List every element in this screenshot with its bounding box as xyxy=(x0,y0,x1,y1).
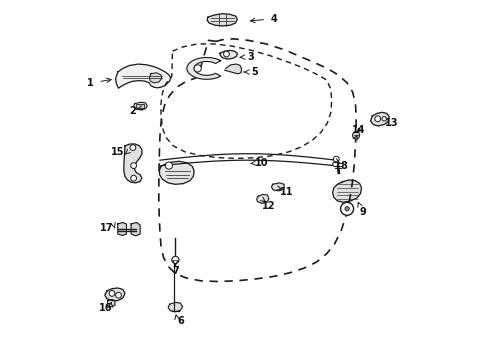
Polygon shape xyxy=(133,102,147,110)
Circle shape xyxy=(332,162,337,167)
Text: 6: 6 xyxy=(177,316,183,326)
Polygon shape xyxy=(149,73,162,83)
Polygon shape xyxy=(370,112,388,126)
Polygon shape xyxy=(118,222,126,235)
Text: 2: 2 xyxy=(128,106,135,116)
Polygon shape xyxy=(107,300,115,307)
Polygon shape xyxy=(220,50,237,59)
Text: 17: 17 xyxy=(100,222,114,233)
Polygon shape xyxy=(104,288,125,301)
Text: 13: 13 xyxy=(384,118,397,128)
Text: 16: 16 xyxy=(99,303,112,313)
Circle shape xyxy=(333,156,339,162)
Circle shape xyxy=(352,132,359,139)
Text: 10: 10 xyxy=(255,158,268,168)
Circle shape xyxy=(223,51,229,57)
Circle shape xyxy=(344,207,348,211)
Polygon shape xyxy=(159,161,194,184)
Text: 15: 15 xyxy=(111,147,124,157)
Text: 12: 12 xyxy=(262,201,275,211)
Circle shape xyxy=(381,117,386,121)
Circle shape xyxy=(130,175,136,181)
Polygon shape xyxy=(168,302,182,312)
Text: 8: 8 xyxy=(339,161,346,171)
Text: 1: 1 xyxy=(87,78,94,88)
Circle shape xyxy=(340,202,353,215)
Text: 9: 9 xyxy=(359,207,366,217)
Polygon shape xyxy=(256,194,268,203)
Text: 4: 4 xyxy=(270,14,277,24)
Text: 7: 7 xyxy=(172,266,179,276)
Circle shape xyxy=(109,291,115,296)
Circle shape xyxy=(115,292,121,298)
Text: 11: 11 xyxy=(280,186,293,197)
Circle shape xyxy=(194,65,201,72)
Polygon shape xyxy=(332,180,361,202)
Bar xyxy=(136,104,143,108)
Circle shape xyxy=(374,116,380,122)
Circle shape xyxy=(165,162,172,169)
Polygon shape xyxy=(186,58,220,79)
Circle shape xyxy=(130,145,136,150)
Polygon shape xyxy=(224,64,241,74)
Circle shape xyxy=(130,163,136,168)
Text: 14: 14 xyxy=(351,125,365,135)
Polygon shape xyxy=(206,14,237,26)
Text: 3: 3 xyxy=(247,52,254,62)
Polygon shape xyxy=(271,183,284,191)
Polygon shape xyxy=(123,144,142,183)
Circle shape xyxy=(171,256,179,264)
Polygon shape xyxy=(115,64,170,88)
Polygon shape xyxy=(131,222,140,236)
Text: 5: 5 xyxy=(251,67,258,77)
